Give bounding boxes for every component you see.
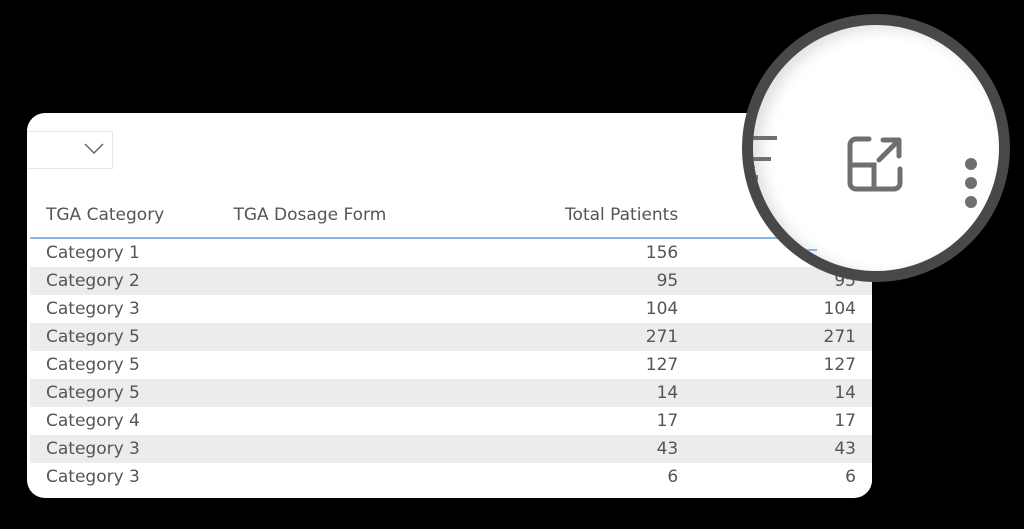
cell-dosage-form: [217, 407, 458, 435]
cell-category: Category 3: [30, 295, 218, 323]
cell-total-patients: 156: [457, 238, 695, 267]
cell-category: Category 4: [30, 407, 218, 435]
table-row[interactable]: Category 5 14 14: [30, 379, 872, 407]
column-header-tga-dosage-form[interactable]: TGA Dosage Form: [217, 193, 458, 239]
table-row[interactable]: Category 3 6 6: [30, 463, 872, 491]
magnified-column-header: Ne: [751, 213, 763, 235]
chevron-down-icon: [84, 143, 104, 155]
cell-col4: 6: [694, 463, 872, 491]
cell-dosage-form: [217, 267, 458, 295]
cell-col4: 14: [694, 379, 872, 407]
cell-category: Category 5: [30, 351, 218, 379]
cell-total-patients: 127: [457, 351, 695, 379]
magnified-header-underline: [753, 249, 817, 251]
cell-total-patients: 271: [457, 323, 695, 351]
magnifier-callout: Ne: [742, 14, 1010, 282]
cell-category: Category 1: [30, 238, 218, 267]
filter-icon[interactable]: [742, 136, 779, 196]
cell-dosage-form: [217, 323, 458, 351]
cell-total-patients: 17: [457, 407, 695, 435]
table-header-row: TGA Category TGA Dosage Form Total Patie…: [30, 193, 872, 239]
cell-total-patients: 6: [457, 463, 695, 491]
column-header-total-patients[interactable]: Total Patients: [457, 193, 695, 239]
cell-col4: 127: [694, 351, 872, 379]
cell-col4: 271: [694, 323, 872, 351]
cell-total-patients: 14: [457, 379, 695, 407]
cell-category: Category 5: [30, 379, 218, 407]
table-row[interactable]: Category 3 104 104: [30, 295, 872, 323]
cell-category: Category 3: [30, 435, 218, 463]
cell-dosage-form: [217, 435, 458, 463]
cell-total-patients: 43: [457, 435, 695, 463]
cell-dosage-form: [217, 379, 458, 407]
cell-total-patients: 95: [457, 267, 695, 295]
table-row[interactable]: Category 3 43 43: [30, 435, 872, 463]
cell-dosage-form: [217, 238, 458, 267]
column-header-tga-category[interactable]: TGA Category: [30, 193, 218, 239]
cell-total-patients: 104: [457, 295, 695, 323]
cell-category: Category 3: [30, 463, 218, 491]
table-visual-card: TGA Category TGA Dosage Form Total Patie…: [27, 113, 872, 498]
cell-category: Category 2: [30, 267, 218, 295]
data-table: TGA Category TGA Dosage Form Total Patie…: [30, 193, 872, 491]
cell-col4: 43: [694, 435, 872, 463]
cell-dosage-form: [217, 351, 458, 379]
cell-category: Category 5: [30, 323, 218, 351]
table-row[interactable]: Category 4 17 17: [30, 407, 872, 435]
table-row[interactable]: Category 5 271 271: [30, 323, 872, 351]
cell-dosage-form: [217, 295, 458, 323]
focus-mode-icon[interactable]: [847, 136, 903, 192]
cell-col4: 104: [694, 295, 872, 323]
table-row[interactable]: Category 2 95 95: [30, 267, 872, 295]
table-row[interactable]: Category 1 156: [30, 238, 872, 267]
cell-dosage-form: [217, 463, 458, 491]
cell-col4: 17: [694, 407, 872, 435]
more-options-icon[interactable]: [965, 155, 999, 212]
filter-dropdown[interactable]: [27, 131, 113, 169]
table-row[interactable]: Category 5 127 127: [30, 351, 872, 379]
